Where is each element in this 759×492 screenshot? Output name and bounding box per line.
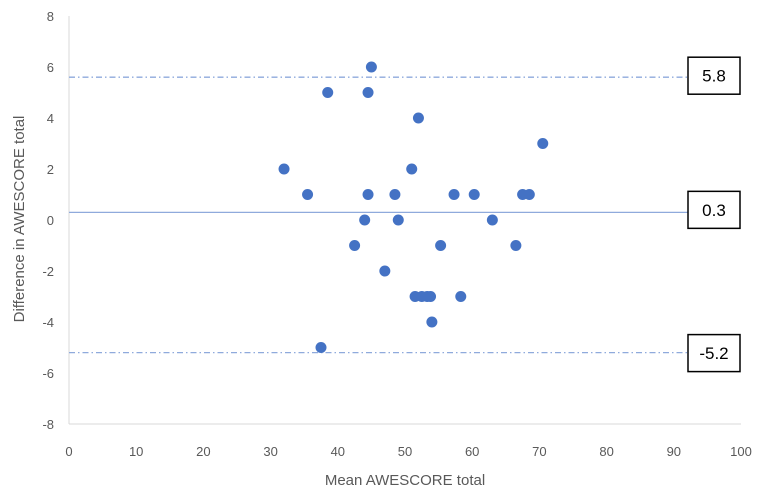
x-tick-label: 0 — [65, 444, 72, 459]
x-tick-label: 40 — [331, 444, 345, 459]
data-point — [302, 189, 314, 200]
x-tick-label: 10 — [129, 444, 143, 459]
x-tick-label: 20 — [196, 444, 210, 459]
data-point — [412, 112, 424, 124]
data-point — [359, 214, 371, 226]
reference-value-box — [687, 56, 741, 95]
y-tick-label: 6 — [47, 60, 54, 75]
data-point — [435, 240, 447, 251]
data-point — [486, 214, 498, 226]
reference-value-label: 0.3 — [702, 201, 726, 220]
y-axis-title: Difference in AWESCORE total — [11, 116, 28, 323]
x-tick-label: 60 — [465, 444, 479, 459]
data-point — [362, 87, 374, 98]
data-point — [537, 138, 549, 149]
reference-lines — [69, 76, 688, 354]
y-tick-label: 0 — [47, 213, 54, 228]
data-point — [379, 265, 391, 277]
data-point — [455, 291, 467, 302]
data-point — [523, 189, 535, 200]
x-tick-label: 30 — [263, 444, 277, 459]
y-tick-label: -8 — [42, 417, 54, 432]
data-point — [315, 342, 327, 353]
reference-value-box — [687, 333, 741, 373]
reference-value-box — [687, 190, 741, 230]
data-point — [448, 189, 460, 200]
data-point — [365, 61, 377, 73]
data-point — [278, 163, 290, 175]
x-tick-label: 100 — [730, 444, 752, 459]
data-point — [468, 189, 480, 200]
x-tick-label: 80 — [599, 444, 613, 459]
data-point — [389, 189, 401, 200]
data-point — [425, 291, 437, 302]
data-point — [322, 87, 334, 98]
data-point — [510, 240, 522, 251]
y-tick-label: 2 — [47, 162, 54, 177]
y-tick-label: 8 — [47, 9, 54, 24]
data-points — [278, 61, 549, 353]
y-tick-label: -6 — [42, 366, 54, 381]
x-tick-label: 50 — [398, 444, 412, 459]
y-tick-label: 4 — [47, 111, 54, 126]
x-tick-label: 90 — [667, 444, 681, 459]
data-point — [426, 316, 438, 328]
data-point — [392, 214, 404, 226]
data-point — [406, 163, 418, 175]
y-tick-label: -2 — [42, 264, 54, 279]
y-tick-label: -4 — [42, 315, 54, 330]
reference-value-label: 5.8 — [702, 67, 726, 86]
reference-line-labels: 5.8 0.3 -5.2 — [687, 56, 741, 373]
x-axis-tick-labels: 0 10 20 30 40 50 60 70 80 90 100 — [65, 444, 751, 459]
x-tick-label: 70 — [532, 444, 546, 459]
y-axis-tick-labels: -8 -6 -4 -2 0 2 4 6 8 — [42, 9, 54, 432]
reference-value-label: -5.2 — [699, 344, 728, 363]
data-point — [349, 240, 361, 251]
x-axis-title: Mean AWESCORE total — [325, 472, 485, 489]
data-point — [362, 189, 374, 200]
